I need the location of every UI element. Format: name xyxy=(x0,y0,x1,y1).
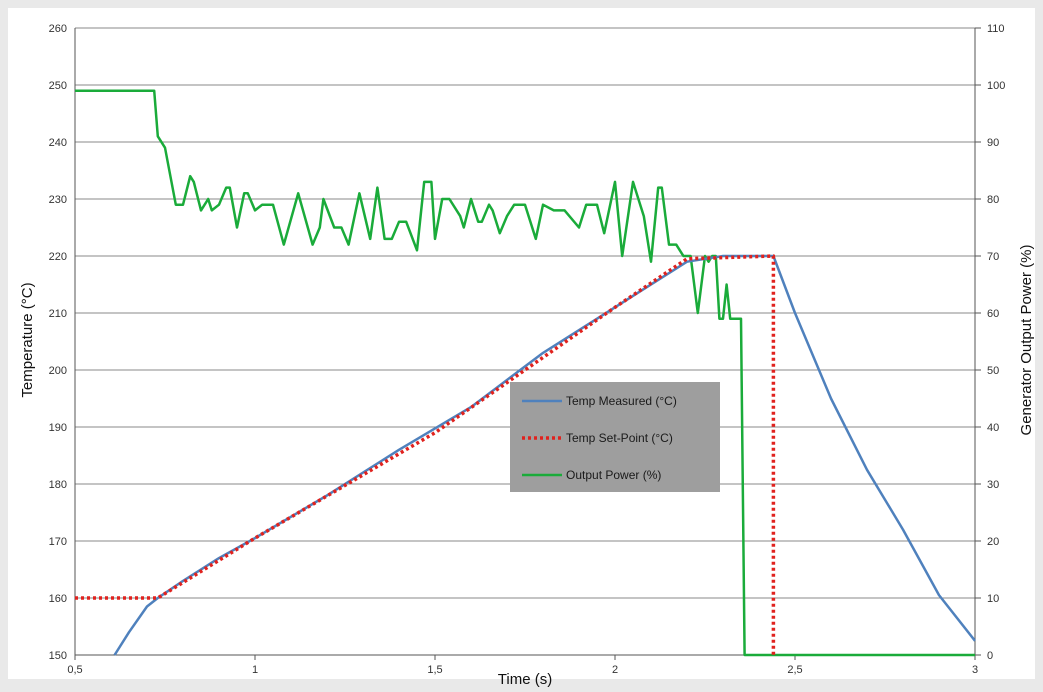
y-axis-title: Temperature (°C) xyxy=(19,282,36,397)
y-tick-label: 210 xyxy=(49,308,67,320)
y2-tick-label: 0 xyxy=(987,650,993,662)
y-tick-label: 260 xyxy=(49,23,67,35)
legend-label-2: Temp Set-Point (°C) xyxy=(566,431,673,445)
x-tick-label: 0,5 xyxy=(67,664,82,676)
y-tick-label: 220 xyxy=(49,251,67,263)
legend-label-1: Temp Measured (°C) xyxy=(566,394,677,408)
x-tick-label: 1,5 xyxy=(427,664,442,676)
y-tick-label: 170 xyxy=(49,536,67,548)
y-tick-label: 250 xyxy=(49,80,67,92)
y-tick-label: 190 xyxy=(49,422,67,434)
series-group xyxy=(75,89,976,657)
y2-tick-label: 110 xyxy=(987,23,1005,35)
y-tick-label: 200 xyxy=(49,365,67,377)
y2-tick-label: 90 xyxy=(987,137,999,149)
series-line-3 xyxy=(75,89,975,657)
y-tick-label: 150 xyxy=(49,650,67,662)
tick-labels: 1501601701801902002102202302402502600102… xyxy=(49,23,1006,676)
chart-area xyxy=(8,8,1035,679)
x-tick-label: 2 xyxy=(612,664,618,676)
y2-tick-label: 100 xyxy=(987,80,1005,92)
y2-tick-label: 30 xyxy=(987,479,999,491)
y2-tick-label: 20 xyxy=(987,536,999,548)
x-tick-label: 2,5 xyxy=(787,664,802,676)
legend-label-3: Output Power (%) xyxy=(566,468,661,482)
y-tick-label: 180 xyxy=(49,479,67,491)
x-tick-label: 1 xyxy=(252,664,258,676)
y2-tick-label: 40 xyxy=(987,422,999,434)
y2-tick-label: 60 xyxy=(987,308,999,320)
y-tick-label: 230 xyxy=(49,194,67,206)
y2-tick-label: 50 xyxy=(987,365,999,377)
y2-tick-label: 10 xyxy=(987,593,999,605)
y2-tick-label: 80 xyxy=(987,194,999,206)
series-line-2 xyxy=(75,254,776,655)
y2-axis-title: Generator Output Power (%) xyxy=(1018,245,1035,436)
x-axis-title: Time (s) xyxy=(498,671,552,687)
x-tick-label: 3 xyxy=(972,664,978,676)
legend: Temp Measured (°C) Temp Set-Point (°C) Out… xyxy=(510,382,720,492)
y-tick-label: 160 xyxy=(49,593,67,605)
y-tick-label: 240 xyxy=(49,137,67,149)
y2-tick-label: 70 xyxy=(987,251,999,263)
